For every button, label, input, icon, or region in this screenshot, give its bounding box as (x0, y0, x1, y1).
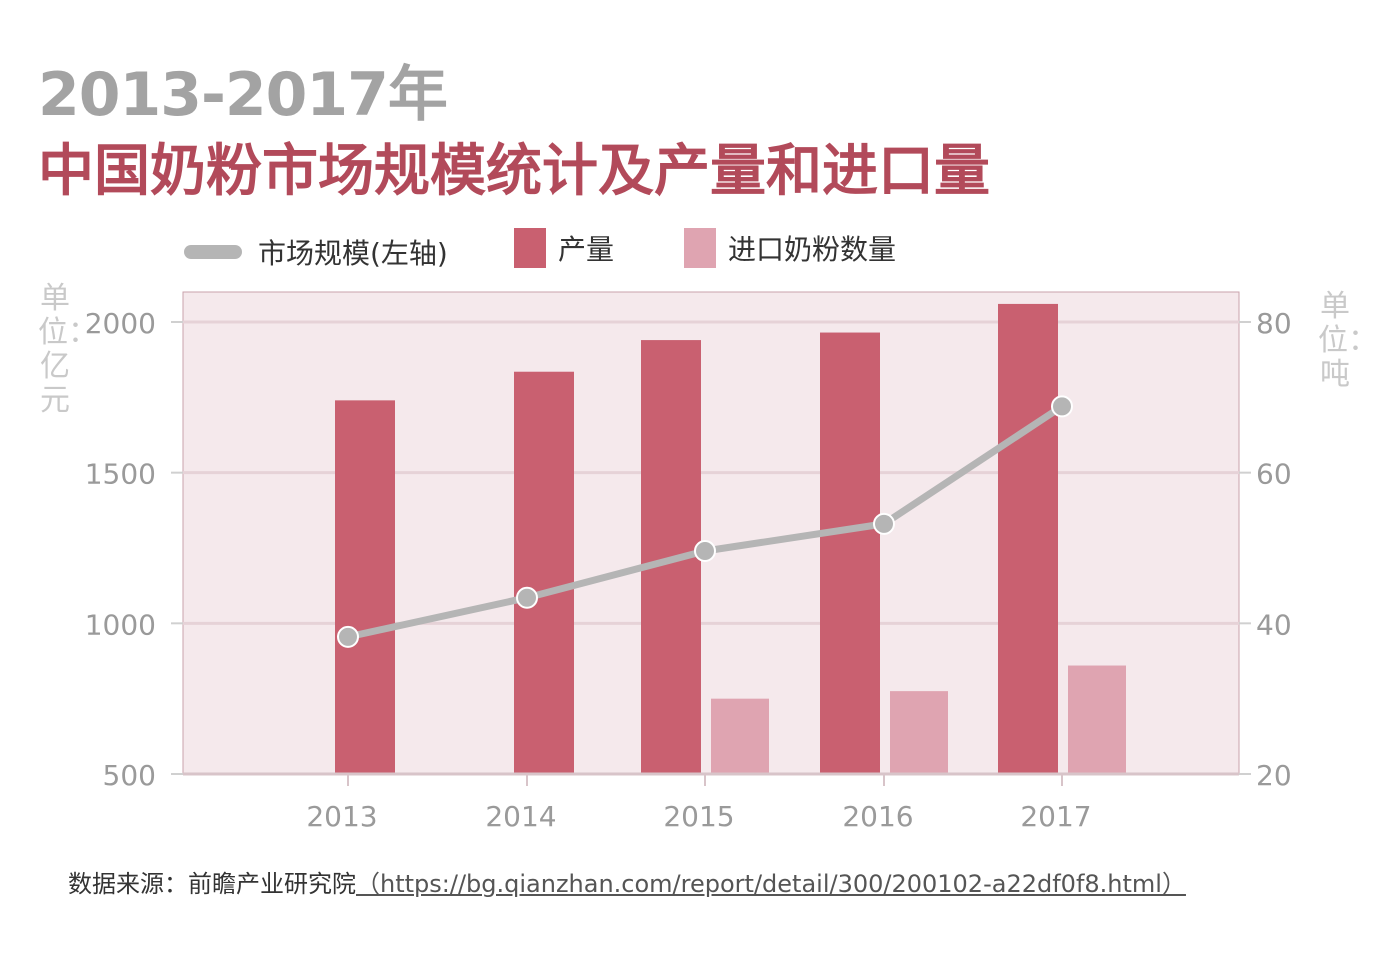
market-size-point-2015 (694, 540, 716, 563)
source-link[interactable]: （https://bg.qianzhan.com/report/detail/3… (356, 870, 1186, 898)
bar-production-2013 (335, 400, 395, 774)
right-tick-label: 60 (1256, 458, 1292, 491)
x-tick-label-2015: 2015 (663, 800, 734, 833)
bar-production-2014 (514, 371, 574, 774)
data-source: 数据来源：前瞻产业研究院（https://bg.qianzhan.com/rep… (68, 864, 1186, 899)
right-tick-label: 80 (1256, 307, 1292, 340)
legend-label-import: 进口奶粉数量 (728, 233, 897, 266)
left-tick-label: 2000 (85, 307, 156, 340)
left-axis-unit: 单位：亿元 (38, 281, 98, 418)
x-tick-label-2014: 2014 (485, 800, 556, 833)
source-prefix: 数据来源：前瞻产业研究院 (68, 870, 356, 898)
chart-title-main: 中国奶粉市场规模统计及产量和进口量 (38, 139, 990, 204)
legend-label-market-size: 市场规模(左轴) (258, 237, 448, 270)
bar-production-2017 (998, 303, 1058, 774)
legend-swatch-import (684, 228, 716, 268)
market-size-point-2016 (873, 512, 895, 535)
legend-item-market-size: 市场规模(左轴) (184, 232, 448, 272)
legend-item-import: 进口奶粉数量 (684, 228, 896, 268)
x-tick-label-2017: 2017 (1020, 800, 1091, 833)
bar-import-2015 (711, 698, 769, 774)
legend-swatch-production (514, 228, 546, 268)
bar-import-2017 (1068, 665, 1126, 774)
market-size-point-2014 (516, 586, 538, 609)
left-tick-label: 1500 (85, 458, 156, 491)
left-tick-label: 500 (103, 759, 156, 792)
x-tick-label-2013: 2013 (306, 800, 377, 833)
legend-label-production: 产量 (558, 233, 615, 266)
market-size-point-2013 (337, 625, 359, 648)
market-size-point-2017 (1051, 395, 1073, 418)
left-tick-label: 1000 (85, 608, 156, 641)
x-tick-label-2016: 2016 (842, 800, 913, 833)
chart-title-year: 2013-2017年 (38, 60, 448, 130)
right-tick-label: 40 (1256, 608, 1292, 641)
legend-item-production: 产量 (514, 228, 614, 268)
legend: 市场规模(左轴) 产量 进口奶粉数量 (0, 228, 1376, 278)
bar-import-2016 (890, 691, 948, 774)
bar-production-2016 (820, 332, 880, 774)
legend-swatch-line (184, 245, 242, 259)
right-tick-label: 20 (1256, 759, 1292, 792)
